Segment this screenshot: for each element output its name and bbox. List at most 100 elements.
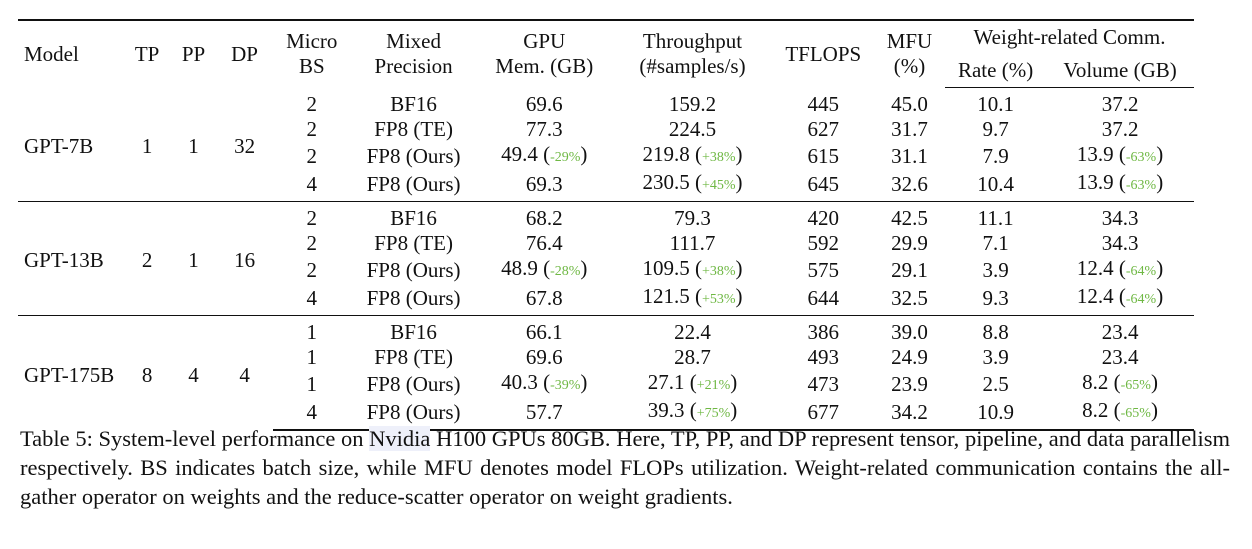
throughput-delta: +53% <box>701 292 736 307</box>
gpu-mem-cell: 69.6 <box>476 345 612 370</box>
model-group: GPT-13B 2 1 16 2 BF16 68.2 79.3 420 42.5 11.1 34.3 2… <box>18 201 1194 316</box>
header-tflops: TFLOPS <box>772 19 874 88</box>
volume-value: 23.4 <box>1101 320 1139 344</box>
micro-bs-value: 2 <box>306 143 318 168</box>
gpu-mem-value: 48.9 <box>501 256 538 280</box>
gpu-mem-cell: 48.9 (-28%) <box>501 256 588 280</box>
throughput-value: 121.5 <box>642 284 690 308</box>
micro-bs-value: 2 <box>306 231 318 255</box>
throughput-cell: 109.5 (+38%) <box>642 256 743 280</box>
throughput-delta: +38% <box>701 150 736 165</box>
tflops-value: 473 <box>807 371 839 396</box>
gpu-mem-value: 69.6 <box>525 345 563 369</box>
mfu-value: 42.5 <box>873 201 946 231</box>
volume-cell: 34.3 <box>1046 231 1194 256</box>
volume-value: 34.3 <box>1101 231 1139 255</box>
throughput-value: 109.5 <box>642 256 690 280</box>
dp-value: 16 <box>216 201 273 316</box>
table-row: 4 FP8 (Ours) 69.3 230.5 (+45%) 645 32.6 10.4 13… <box>18 170 1194 202</box>
micro-bs-value: 4 <box>306 171 318 196</box>
volume-cell: 8.2 (-65%) <box>1082 370 1158 394</box>
throughput-value: 224.5 <box>668 117 717 141</box>
gpu-mem-delta: -29% <box>550 150 581 165</box>
throughput-value: 39.3 <box>647 398 685 422</box>
micro-bs-value: 1 <box>272 315 352 345</box>
precision-value: FP8 (TE) <box>374 231 453 255</box>
volume-value: 13.9 <box>1076 170 1114 194</box>
throughput-value: 22.4 <box>674 320 711 344</box>
tp-value: 2 <box>123 201 171 316</box>
model-name: GPT-13B <box>18 201 124 316</box>
micro-bs-value: 2 <box>306 91 318 116</box>
table-row: 2 FP8 (Ours) 49.4 (-29%) 219.8 (+38%) 615 31.… <box>18 142 1194 170</box>
header-volume: Volume (GB) <box>1046 54 1194 88</box>
gpu-mem-cell: 68.2 <box>476 201 613 231</box>
gpu-mem-value: 49.4 <box>501 142 538 166</box>
mfu-value: 32.6 <box>891 171 928 196</box>
tflops-value: 575 <box>807 257 839 282</box>
gpu-mem-value: 66.1 <box>525 320 563 344</box>
precision-value: BF16 <box>351 201 477 231</box>
performance-table: Model TP PP DP Micro BS Mixed Precision GP… <box>18 19 1194 431</box>
model-name: GPT-7B <box>24 133 94 158</box>
table-row: 1 FP8 (Ours) 40.3 (-39%) 27.1 (+21%) 473 23.9… <box>18 370 1194 398</box>
table-row: 2 FP8 (Ours) 48.9 (-28%) 109.5 (+38%) 575 29.… <box>18 256 1194 284</box>
table-row: GPT-7B 1 1 32 2 BF16 69.6 159.2 445 45.0 10.1 37.2 <box>18 88 1194 158</box>
mfu-value: 34.2 <box>873 398 946 431</box>
tflops-value: 420 <box>772 201 874 231</box>
throughput-value: 79.3 <box>674 206 711 230</box>
throughput-value: 27.1 <box>647 370 685 394</box>
volume-delta: -65% <box>1120 378 1151 393</box>
volume-value: 8.2 <box>1082 398 1109 422</box>
header-gpu-mem: GPU Mem. (GB) <box>476 19 613 88</box>
rate-value: 9.3 <box>982 285 1009 310</box>
precision-value: BF16 <box>351 315 477 345</box>
micro-bs-value: 4 <box>272 398 352 431</box>
volume-value: 37.2 <box>1101 92 1139 116</box>
rate-value: 10.1 <box>977 92 1014 116</box>
gpu-mem-delta: -39% <box>550 378 581 393</box>
volume-cell: 12.4 (-64%) <box>1076 256 1164 280</box>
throughput-cell: 79.3 <box>612 201 773 231</box>
rate-value: 9.7 <box>982 117 1009 141</box>
throughput-cell: 224.5 <box>612 117 772 142</box>
tflops-value: 386 <box>772 315 874 345</box>
tflops-value: 645 <box>807 171 839 196</box>
header-model: Model <box>18 19 124 88</box>
volume-cell: 23.4 <box>1046 345 1194 370</box>
rate-value: 11.1 <box>945 201 1047 231</box>
tflops-value: 493 <box>807 345 839 369</box>
precision-value: FP8 (Ours) <box>366 143 461 168</box>
throughput-cell: 39.3 (+75%) <box>612 398 773 431</box>
throughput-delta: +21% <box>696 378 731 393</box>
volume-cell: 37.2 <box>1046 117 1194 142</box>
gpu-mem-cell: 67.8 <box>476 284 612 316</box>
rate-value: 3.9 <box>982 257 1009 282</box>
dp-value: 4 <box>216 315 273 430</box>
rate-value: 10.9 <box>945 398 1047 431</box>
header-pp: PP <box>170 19 217 88</box>
volume-value: 37.2 <box>1101 117 1139 141</box>
model-group: GPT-7B 1 1 32 2 BF16 69.6 159.2 445 45.0 10.1 37.2 2… <box>18 88 1194 202</box>
volume-cell: 34.3 <box>1046 201 1194 231</box>
gpu-mem-value: 68.2 <box>525 206 563 230</box>
rate-value: 8.8 <box>945 315 1047 345</box>
gpu-mem-cell: 69.3 <box>476 170 612 202</box>
mfu-value: 45.0 <box>891 91 928 116</box>
precision-value: FP8 (Ours) <box>366 371 461 396</box>
table-caption: Table 5: System-level performance on Nvi… <box>20 424 1230 511</box>
gpu-mem-cell: 40.3 (-39%) <box>501 370 588 394</box>
volume-cell: 13.9 (-63%) <box>1076 142 1164 166</box>
header-mixed-precision: Mixed Precision <box>351 19 477 88</box>
gpu-mem-value: 77.3 <box>525 117 563 141</box>
model-name: GPT-175B <box>18 315 124 430</box>
volume-delta: -64% <box>1125 264 1157 279</box>
throughput-cell: 159.2 <box>612 88 772 118</box>
throughput-value: 159.2 <box>668 91 717 116</box>
throughput-cell: 121.5 (+53%) <box>642 284 743 308</box>
throughput-value: 230.5 <box>642 170 690 194</box>
precision-value: FP8 (TE) <box>374 117 453 141</box>
header-tp: TP <box>123 19 171 88</box>
table-row: GPT-175B 8 4 4 1 BF16 66.1 22.4 386 39.0 8.8 23.4 <box>18 315 1194 430</box>
gpu-mem-value: 57.7 <box>525 399 563 424</box>
